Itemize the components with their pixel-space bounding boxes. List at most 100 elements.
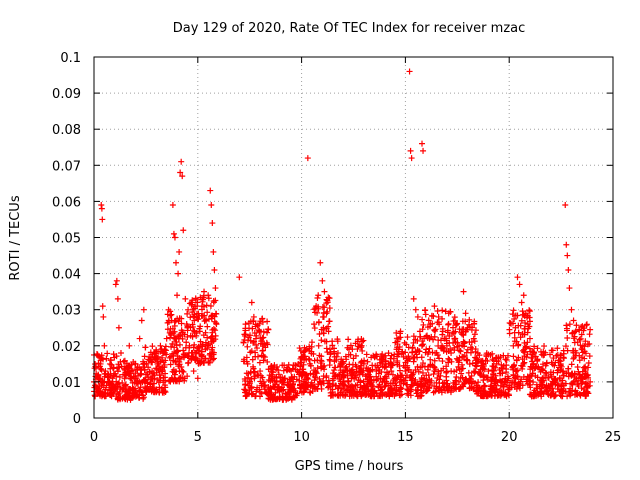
data-point	[450, 340, 457, 347]
data-point	[583, 322, 590, 329]
data-point	[468, 339, 475, 346]
data-point	[305, 355, 312, 362]
data-point	[497, 378, 504, 385]
data-point	[388, 385, 395, 392]
data-point	[425, 317, 432, 324]
data-point	[170, 350, 177, 357]
data-point	[207, 355, 214, 362]
data-point	[155, 379, 162, 386]
data-point	[551, 362, 558, 369]
data-point	[575, 377, 582, 384]
data-point	[315, 342, 322, 349]
data-point	[311, 321, 318, 328]
data-point	[159, 364, 166, 371]
data-point	[437, 372, 444, 379]
data-point	[405, 366, 412, 373]
data-point	[489, 375, 496, 382]
data-point	[176, 361, 183, 368]
data-point	[306, 360, 313, 367]
data-point	[547, 371, 554, 378]
data-point	[538, 348, 545, 355]
data-point	[246, 325, 253, 332]
data-point	[410, 369, 417, 376]
data-point	[240, 358, 247, 365]
data-point	[355, 343, 362, 350]
data-point	[549, 385, 556, 392]
data-point	[308, 382, 315, 389]
data-point	[499, 364, 506, 371]
data-point	[144, 386, 151, 393]
data-point	[202, 329, 209, 336]
data-point	[209, 335, 216, 342]
data-point	[344, 344, 351, 351]
data-point	[577, 335, 584, 342]
data-point	[271, 374, 278, 381]
data-point	[385, 350, 392, 357]
data-point	[193, 310, 200, 317]
data-point	[244, 343, 251, 350]
data-point	[107, 365, 114, 372]
data-point	[168, 311, 175, 318]
data-point	[518, 317, 525, 324]
data-point	[98, 380, 105, 387]
data-point	[198, 303, 205, 310]
data-point	[176, 248, 183, 255]
data-point	[281, 375, 288, 382]
data-point	[373, 351, 380, 358]
data-point	[376, 366, 383, 373]
data-point	[179, 375, 186, 382]
data-point	[321, 362, 328, 369]
data-point	[463, 349, 470, 356]
data-point	[483, 374, 490, 381]
data-point	[420, 147, 427, 154]
data-point	[402, 377, 409, 384]
data-point	[136, 335, 143, 342]
data-point	[439, 358, 446, 365]
data-point	[510, 363, 517, 370]
data-point	[439, 328, 446, 335]
data-point	[480, 393, 487, 400]
data-point	[312, 374, 319, 381]
data-point	[527, 377, 534, 384]
data-point	[201, 312, 208, 319]
data-point	[280, 367, 287, 374]
data-point	[264, 341, 271, 348]
data-point	[315, 292, 322, 299]
data-point	[308, 348, 315, 355]
data-point	[530, 389, 537, 396]
data-point	[357, 377, 364, 384]
data-point	[371, 392, 378, 399]
data-point	[570, 317, 577, 324]
x-axis-ticks: 0 5 10 15 20 25	[90, 57, 621, 445]
data-point	[451, 368, 458, 375]
data-point	[170, 230, 177, 237]
data-point	[320, 330, 327, 337]
data-point	[349, 387, 356, 394]
data-point	[111, 354, 118, 361]
data-point	[524, 339, 531, 346]
data-point	[172, 359, 179, 366]
data-point	[211, 266, 218, 273]
data-point	[191, 317, 198, 324]
data-point	[313, 370, 320, 377]
data-point	[279, 393, 286, 400]
data-point	[534, 345, 541, 352]
data-point	[269, 394, 276, 401]
data-point	[273, 378, 280, 385]
data-point	[499, 370, 506, 377]
data-point	[443, 369, 450, 376]
data-point	[152, 356, 159, 363]
data-point	[248, 384, 255, 391]
data-point	[142, 344, 149, 351]
data-point	[510, 307, 517, 314]
data-point	[286, 393, 293, 400]
data-point	[157, 342, 164, 349]
data-point	[142, 371, 149, 378]
x-tick-label: 5	[194, 430, 202, 445]
data-point	[298, 353, 305, 360]
data-point	[510, 342, 517, 349]
data-point	[327, 350, 334, 357]
data-point	[257, 368, 264, 375]
data-point	[130, 386, 137, 393]
data-point	[244, 374, 251, 381]
